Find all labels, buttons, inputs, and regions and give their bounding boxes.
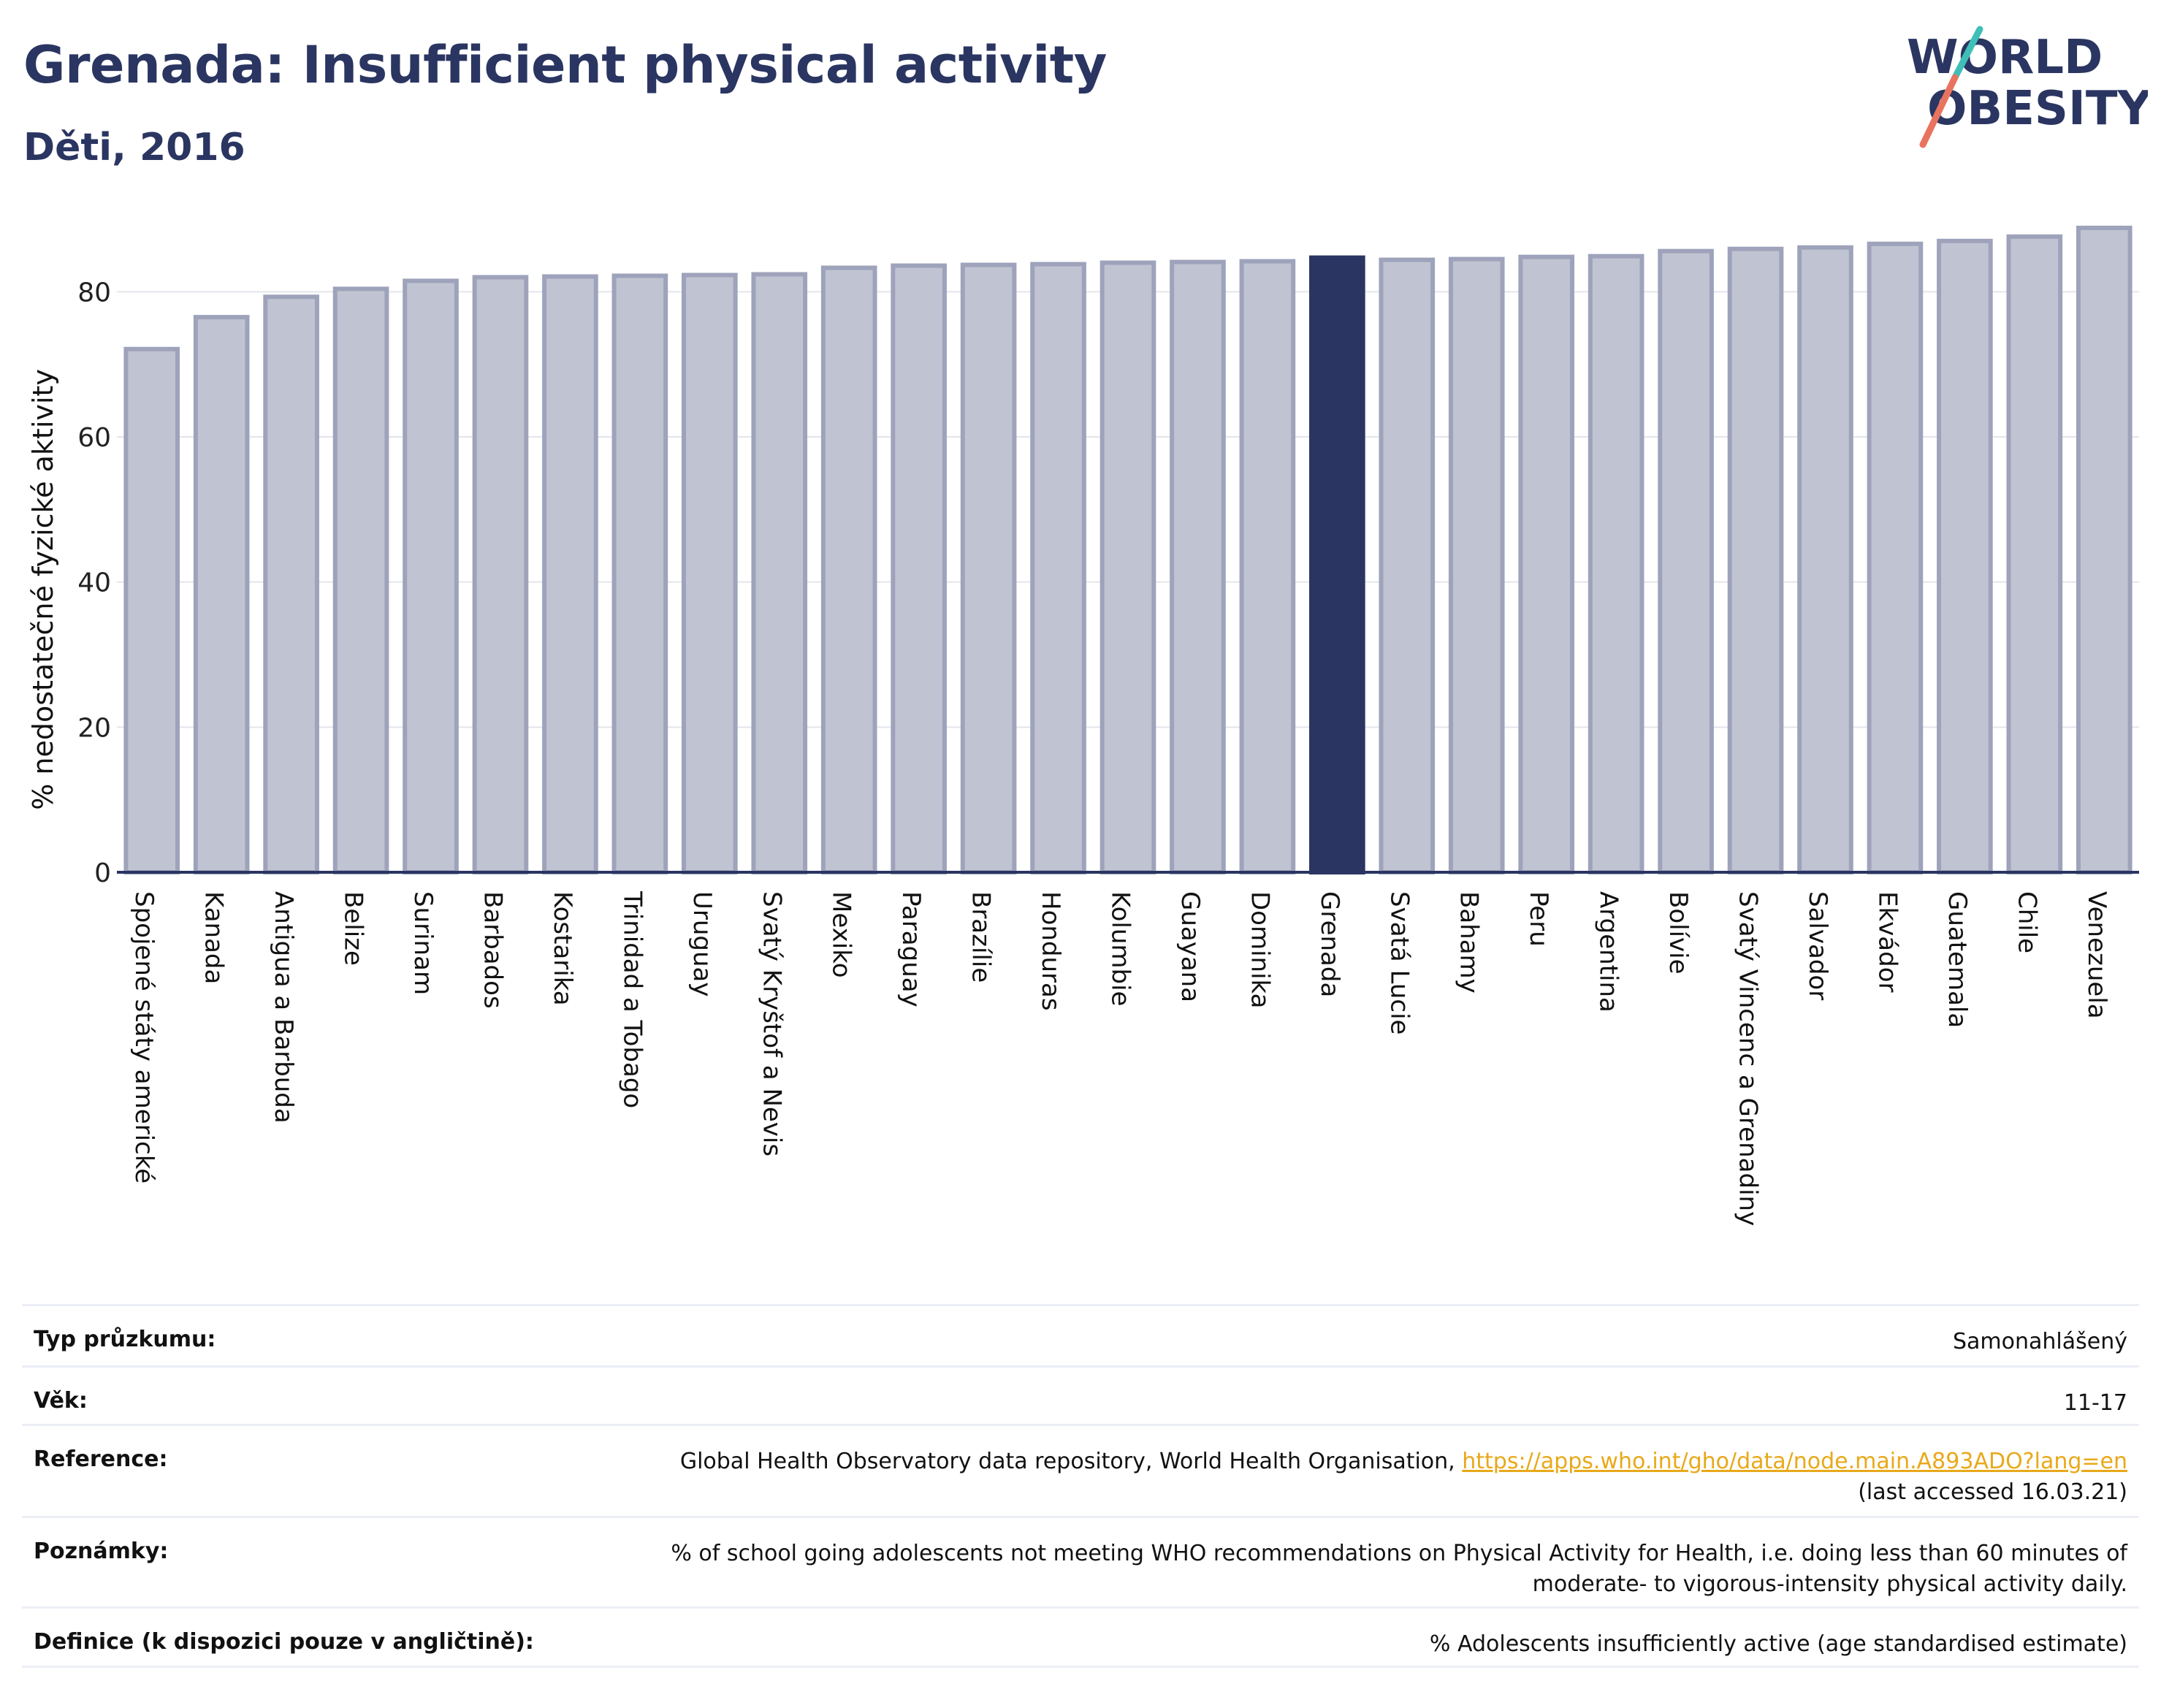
- survey-label: Typ průzkumu:: [34, 1327, 216, 1352]
- x-axis-ticks: Spojené státy americké Kanada Antigua a Ba…: [129, 891, 2111, 1226]
- info-row-age: Věk: 11-17: [22, 1365, 2139, 1424]
- bar-4: [403, 278, 459, 874]
- x-tick-label: Belize: [339, 891, 368, 966]
- bar-24: [1797, 245, 1853, 875]
- info-row-definition: Definice (k dispozici pouze v angličtině…: [22, 1606, 2139, 1668]
- world-obesity-logo: WORLD OBESITY: [1907, 26, 2148, 148]
- bar-7: [611, 273, 668, 875]
- notes-value: % of school going adolescents not meetin…: [671, 1539, 2139, 1600]
- x-tick-label: Bahamy: [1455, 891, 1484, 994]
- bar-3: [332, 286, 389, 875]
- x-tick-label: Barbados: [478, 891, 507, 1009]
- x-tick-label: Kolumbie: [1106, 891, 1135, 1006]
- x-tick-label: Guayana: [1175, 891, 1205, 1002]
- bar-6: [542, 274, 598, 875]
- info-row-reference: Reference: Global Health Observatory dat…: [22, 1424, 2139, 1516]
- bar-26: [1937, 238, 1993, 875]
- reference-label: Reference:: [34, 1446, 168, 1472]
- x-tick-label: Honduras: [1036, 891, 1065, 1011]
- x-tick-label: Spojené státy americké: [129, 891, 159, 1183]
- logo-line1: WORLD: [1907, 31, 2103, 85]
- y-tick-label: 40: [77, 568, 111, 598]
- x-tick-label: Grenada: [1315, 891, 1344, 997]
- x-tick-label: Surinam: [408, 891, 438, 995]
- bar-16: [1239, 259, 1296, 874]
- info-row-survey: Typ průzkumu: Samonahlášený: [22, 1304, 2139, 1365]
- x-tick-label: Peru: [1524, 891, 1553, 947]
- x-tick-label: Kanada: [199, 891, 229, 984]
- y-tick-label: 60: [77, 423, 111, 453]
- info-table: Typ průzkumu: Samonahlášený Věk: 11-17 R…: [22, 1304, 2139, 1668]
- x-tick-label: Argentina: [1594, 891, 1623, 1013]
- bar-0: [123, 346, 180, 875]
- bar-5: [472, 275, 529, 874]
- logo-slash-teal: [1951, 26, 1983, 81]
- notes-line1: % of school going adolescents not meetin…: [671, 1541, 2127, 1566]
- bar-20: [1518, 254, 1575, 875]
- x-tick-label: Svatý Vincenc a Grenadiny: [1734, 891, 1763, 1226]
- x-tick-label: Svatá Lucie: [1384, 891, 1414, 1034]
- reference-text: Global Health Observatory data repositor…: [679, 1449, 1455, 1474]
- x-tick-label: Guatemala: [1943, 891, 1972, 1028]
- y-tick-label: 0: [94, 858, 111, 888]
- definition-label: Definice (k dispozici pouze v angličtině…: [34, 1629, 534, 1655]
- bar-21: [1588, 253, 1644, 875]
- x-tick-label: Ekvádor: [1872, 891, 1902, 993]
- chart-title: Grenada: Insufficient physical activity: [23, 35, 1107, 95]
- survey-value: Samonahlášený: [1953, 1329, 2127, 1354]
- bar-13: [1030, 262, 1086, 874]
- y-tick-label: 80: [77, 278, 111, 308]
- bar-11: [891, 263, 947, 875]
- age-value: 11-17: [2063, 1390, 2127, 1416]
- bar-18: [1379, 257, 1436, 875]
- age-label: Věk:: [34, 1388, 88, 1414]
- bar-2: [263, 294, 319, 874]
- x-tick-label: Kostarika: [548, 891, 577, 1006]
- bar-22: [1658, 248, 1714, 874]
- bars: [123, 225, 2133, 875]
- logo-line2: OBESITY: [1927, 82, 2148, 136]
- bar-17: [1309, 255, 1365, 874]
- x-tick-label: Antigua a Barbuda: [269, 891, 298, 1124]
- y-tick-label: 20: [77, 713, 111, 743]
- definition-value: % Adolescents insufficiently active (age…: [1429, 1631, 2127, 1657]
- reference-value: Global Health Observatory data repositor…: [680, 1446, 2139, 1508]
- info-row-notes: Poznámky: % of school going adolescents …: [22, 1516, 2139, 1606]
- bar-10: [820, 265, 877, 874]
- x-tick-label: Bolívie: [1663, 891, 1693, 975]
- bar-9: [751, 272, 808, 874]
- x-tick-label: Svatý Kryštof a Nevis: [757, 891, 786, 1156]
- x-tick-label: Salvador: [1803, 891, 1832, 1000]
- y-axis-label: % nedostatečné fyzické aktivity: [27, 369, 59, 810]
- x-tick-label: Brazílie: [967, 891, 996, 983]
- bar-1: [193, 315, 250, 875]
- reference-link[interactable]: https://apps.who.int/gho/data/node.main.…: [1462, 1449, 2127, 1474]
- bar-25: [1867, 241, 1924, 875]
- bar-27: [2006, 234, 2063, 874]
- bar-19: [1448, 256, 1505, 874]
- x-tick-label: Dominika: [1245, 891, 1274, 1008]
- bar-23: [1727, 246, 1784, 874]
- x-tick-label: Paraguay: [896, 891, 926, 1007]
- x-tick-label: Trinidad a Tobago: [617, 891, 647, 1108]
- notes-line2: moderate- to vigorous-intensity physical…: [1532, 1571, 2127, 1597]
- bar-12: [960, 262, 1017, 874]
- x-tick-label: Chile: [2012, 891, 2041, 953]
- y-axis-ticks: 0 20 40 60 80: [77, 278, 111, 888]
- bar-chart: 0 20 40 60 80 Spojené státy americké Kanada An…: [27, 225, 2139, 1226]
- x-tick-label: Venezuela: [2082, 891, 2111, 1019]
- chart-subtitle: Děti, 2016: [23, 126, 245, 169]
- x-tick-label: Mexiko: [827, 891, 856, 978]
- reference-accessed: (last accessed 16.03.21): [1858, 1479, 2127, 1505]
- logo-slash-coral: [1919, 74, 1959, 148]
- bar-15: [1170, 259, 1226, 874]
- bar-14: [1099, 260, 1156, 875]
- bar-28: [2076, 225, 2133, 875]
- notes-label: Poznámky:: [34, 1539, 169, 1564]
- x-tick-label: Uruguay: [687, 891, 717, 997]
- bar-8: [681, 272, 738, 874]
